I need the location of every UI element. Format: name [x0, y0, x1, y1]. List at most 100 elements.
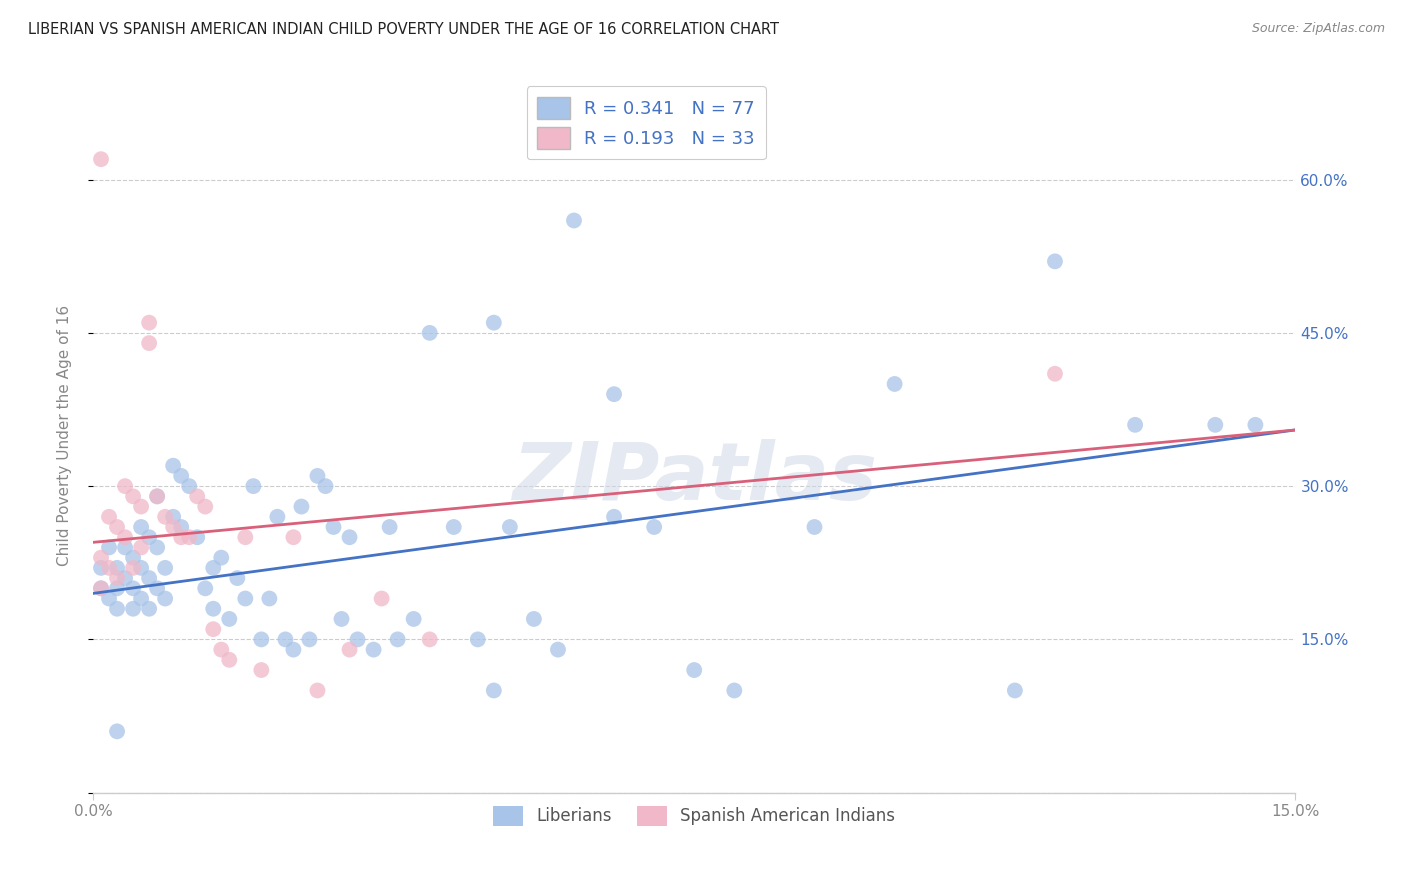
Point: [90, 582, 112, 596]
Point: [153, 561, 176, 575]
Point: [218, 612, 240, 626]
Point: [723, 683, 745, 698]
Point: [482, 683, 505, 698]
Point: [146, 489, 169, 503]
Point: [339, 642, 361, 657]
Point: [179, 479, 201, 493]
Point: [202, 561, 225, 575]
Point: [153, 591, 176, 606]
Legend: Liberians, Spanish American Indians: Liberians, Spanish American Indians: [485, 797, 904, 834]
Point: [443, 520, 465, 534]
Point: [186, 489, 208, 503]
Point: [274, 632, 297, 647]
Point: [98, 509, 121, 524]
Point: [138, 530, 160, 544]
Point: [363, 642, 385, 657]
Point: [1043, 367, 1066, 381]
Point: [499, 520, 522, 534]
Point: [90, 550, 112, 565]
Point: [482, 316, 505, 330]
Point: [179, 530, 201, 544]
Point: [98, 591, 121, 606]
Point: [283, 642, 305, 657]
Point: [170, 469, 193, 483]
Point: [378, 520, 401, 534]
Point: [186, 530, 208, 544]
Point: [226, 571, 249, 585]
Point: [114, 541, 136, 555]
Point: [98, 561, 121, 575]
Point: [202, 601, 225, 615]
Point: [105, 520, 128, 534]
Point: [523, 612, 546, 626]
Point: [162, 509, 184, 524]
Point: [105, 601, 128, 615]
Point: [114, 479, 136, 493]
Point: [233, 591, 256, 606]
Point: [259, 591, 281, 606]
Point: [322, 520, 344, 534]
Text: Source: ZipAtlas.com: Source: ZipAtlas.com: [1251, 22, 1385, 36]
Point: [129, 520, 152, 534]
Point: [250, 632, 273, 647]
Point: [883, 376, 905, 391]
Point: [307, 683, 329, 698]
Point: [90, 561, 112, 575]
Text: LIBERIAN VS SPANISH AMERICAN INDIAN CHILD POVERTY UNDER THE AGE OF 16 CORRELATIO: LIBERIAN VS SPANISH AMERICAN INDIAN CHIL…: [28, 22, 779, 37]
Point: [298, 632, 321, 647]
Point: [129, 561, 152, 575]
Point: [402, 612, 425, 626]
Point: [105, 582, 128, 596]
Point: [283, 530, 305, 544]
Point: [146, 541, 169, 555]
Point: [138, 601, 160, 615]
Point: [202, 622, 225, 636]
Point: [122, 550, 145, 565]
Point: [114, 530, 136, 544]
Point: [242, 479, 264, 493]
Point: [339, 530, 361, 544]
Point: [138, 336, 160, 351]
Point: [330, 612, 353, 626]
Point: [803, 520, 825, 534]
Point: [138, 316, 160, 330]
Point: [419, 632, 441, 647]
Point: [307, 469, 329, 483]
Point: [122, 489, 145, 503]
Point: [209, 550, 232, 565]
Point: [98, 541, 121, 555]
Point: [153, 509, 176, 524]
Point: [346, 632, 368, 647]
Point: [209, 642, 232, 657]
Point: [643, 520, 665, 534]
Point: [387, 632, 409, 647]
Point: [603, 509, 626, 524]
Point: [162, 520, 184, 534]
Point: [233, 530, 256, 544]
Point: [1204, 417, 1226, 432]
Point: [129, 541, 152, 555]
Point: [683, 663, 706, 677]
Point: [1123, 417, 1146, 432]
Point: [122, 561, 145, 575]
Point: [1043, 254, 1066, 268]
Point: [162, 458, 184, 473]
Point: [129, 591, 152, 606]
Point: [194, 582, 217, 596]
Point: [643, 112, 665, 126]
Point: [218, 653, 240, 667]
Point: [547, 642, 569, 657]
Point: [122, 582, 145, 596]
Point: [114, 571, 136, 585]
Point: [105, 571, 128, 585]
Point: [105, 724, 128, 739]
Point: [129, 500, 152, 514]
Point: [266, 509, 288, 524]
Point: [146, 489, 169, 503]
Point: [1004, 683, 1026, 698]
Point: [90, 582, 112, 596]
Point: [419, 326, 441, 340]
Point: [138, 571, 160, 585]
Point: [146, 582, 169, 596]
Point: [105, 561, 128, 575]
